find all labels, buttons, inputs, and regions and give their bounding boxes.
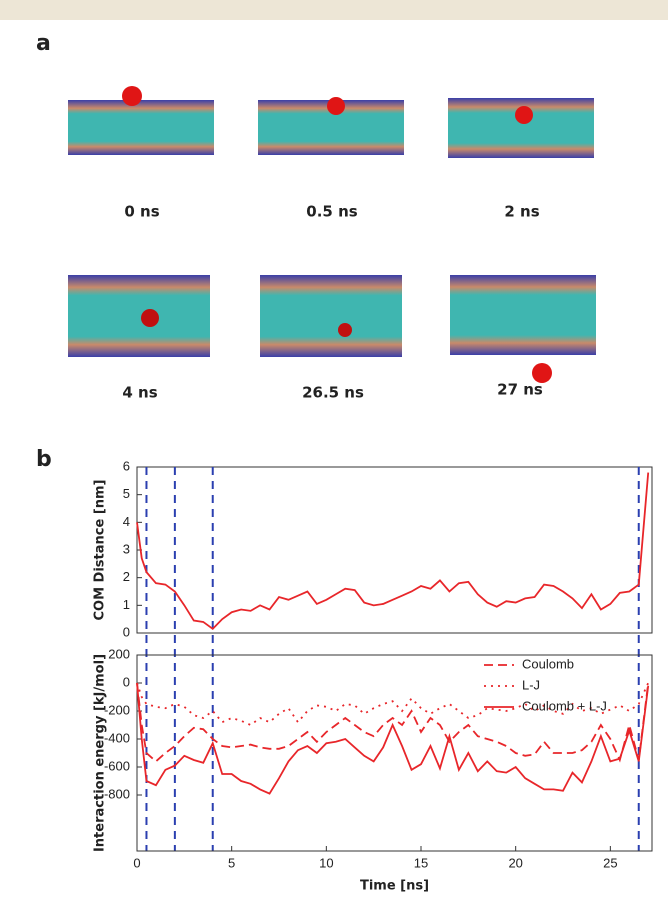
series-line	[136, 682, 650, 763]
y-tick-label: 2	[123, 569, 130, 584]
molecule	[532, 363, 552, 383]
y-tick-label: 4	[123, 514, 130, 529]
series-line	[136, 472, 650, 631]
membrane	[450, 275, 596, 355]
molecule	[122, 86, 142, 106]
membrane	[260, 275, 402, 357]
y-tick-label: -400	[104, 730, 130, 745]
snapshot-label: 26.5 ns	[302, 384, 364, 402]
y-tick-label: 1	[123, 597, 130, 612]
molecule	[327, 97, 345, 115]
y-tick-label: 3	[123, 541, 130, 556]
x-tick-label: 0	[133, 855, 140, 870]
y-tick-label: -200	[104, 702, 130, 717]
x-tick-label: 5	[228, 855, 235, 870]
panel-label: b	[36, 447, 52, 472]
y-tick-label: -600	[104, 758, 130, 773]
y-axis-label: COM Distance [nm]	[93, 479, 108, 620]
x-tick-label: 20	[508, 855, 522, 870]
snapshot-label: 0 ns	[124, 203, 159, 221]
snapshot-label: 4 ns	[122, 384, 157, 402]
y-tick-label: 5	[123, 486, 130, 501]
y-axis-label: Interaction energy [kJ/mol]	[93, 654, 108, 852]
legend-label: L-J	[522, 677, 540, 692]
snapshot-label: 2 ns	[504, 203, 539, 221]
x-tick-label: 10	[319, 855, 333, 870]
legend-label: Coulomb	[522, 656, 574, 671]
y-tick-label: 0	[123, 624, 130, 639]
y-tick-label: -800	[104, 786, 130, 801]
plot-frame	[136, 654, 653, 852]
molecule	[141, 309, 159, 327]
panel-label: a	[36, 31, 51, 56]
snapshot-label: 27 ns	[497, 381, 543, 399]
plot-frame	[136, 466, 653, 634]
x-axis-label: Time [ns]	[360, 879, 429, 894]
top-band	[0, 0, 668, 20]
y-tick-label: 6	[123, 458, 130, 473]
x-tick-label: 15	[414, 855, 428, 870]
legend-label: Coulomb + L-J	[522, 698, 607, 713]
y-tick-label: 200	[108, 646, 130, 661]
membrane	[68, 275, 210, 357]
snapshots	[68, 86, 596, 383]
series-line	[136, 682, 650, 727]
snapshot-label: 0.5 ns	[306, 203, 357, 221]
molecule	[515, 106, 533, 124]
molecule	[338, 323, 352, 337]
x-tick-label: 25	[603, 855, 617, 870]
series-line	[136, 682, 650, 795]
y-tick-label: 0	[123, 674, 130, 689]
membrane	[68, 100, 214, 155]
